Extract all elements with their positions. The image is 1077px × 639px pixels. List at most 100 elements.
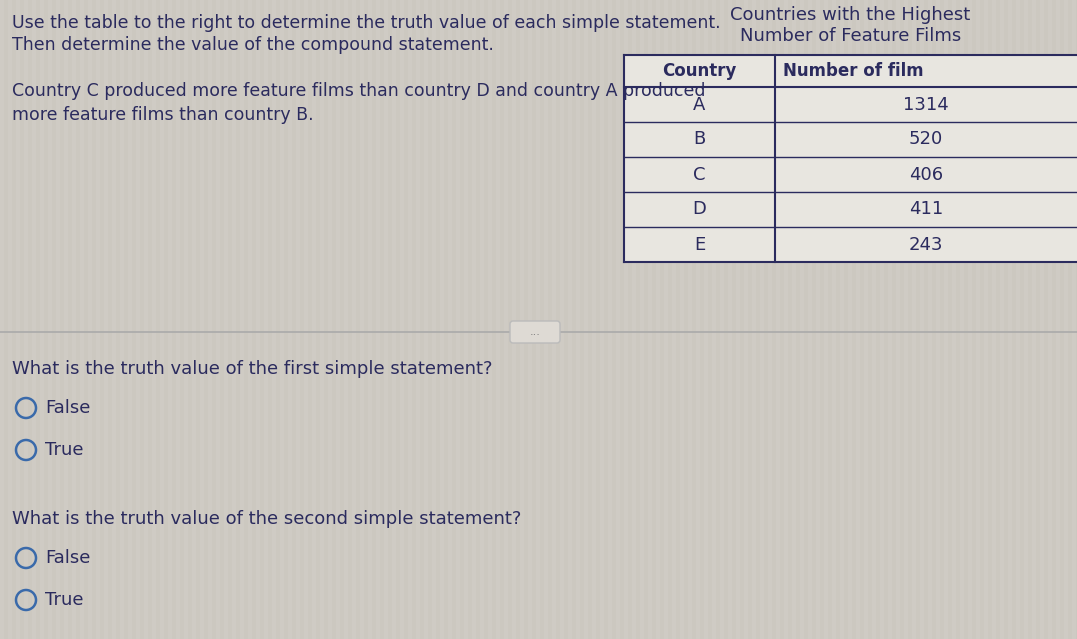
Bar: [728, 0, 732, 639]
Bar: [464, 0, 468, 639]
Bar: [216, 0, 220, 639]
Bar: [648, 0, 652, 639]
Bar: [256, 0, 260, 639]
Text: Then determine the value of the compound statement.: Then determine the value of the compound…: [12, 36, 494, 54]
Bar: [112, 0, 116, 639]
Bar: [656, 0, 660, 639]
Bar: [616, 0, 620, 639]
Bar: [32, 0, 36, 639]
Bar: [488, 0, 492, 639]
Bar: [992, 0, 996, 639]
Text: True: True: [45, 441, 84, 459]
Bar: [704, 0, 708, 639]
Bar: [280, 0, 284, 639]
Bar: [368, 0, 372, 639]
Bar: [56, 0, 60, 639]
Bar: [824, 0, 828, 639]
Bar: [504, 0, 508, 639]
Bar: [896, 0, 900, 639]
Bar: [456, 0, 460, 639]
Bar: [864, 0, 868, 639]
Bar: [688, 0, 693, 639]
Bar: [800, 0, 805, 639]
Bar: [1057, 0, 1060, 639]
Bar: [1032, 0, 1036, 639]
Bar: [880, 0, 884, 639]
Bar: [1024, 0, 1029, 639]
Bar: [432, 0, 436, 639]
Bar: [777, 0, 780, 639]
Bar: [104, 0, 108, 639]
Bar: [296, 0, 300, 639]
Bar: [72, 0, 76, 639]
Text: 1314: 1314: [904, 95, 949, 114]
Bar: [400, 0, 404, 639]
Bar: [152, 0, 156, 639]
Bar: [264, 0, 268, 639]
Bar: [736, 0, 740, 639]
Bar: [721, 0, 724, 639]
Text: What is the truth value of the first simple statement?: What is the truth value of the first sim…: [12, 360, 492, 378]
Bar: [472, 0, 476, 639]
Bar: [544, 0, 548, 639]
Bar: [1001, 0, 1004, 639]
Bar: [528, 0, 532, 639]
Bar: [176, 0, 180, 639]
Bar: [496, 0, 500, 639]
Bar: [1040, 0, 1044, 639]
Bar: [609, 0, 612, 639]
Bar: [144, 0, 148, 639]
Bar: [360, 0, 364, 639]
Bar: [200, 0, 204, 639]
Bar: [848, 0, 852, 639]
Bar: [320, 0, 324, 639]
Bar: [184, 0, 188, 639]
Text: B: B: [694, 130, 705, 148]
Bar: [536, 0, 540, 639]
Bar: [712, 0, 716, 639]
Bar: [96, 0, 100, 639]
FancyBboxPatch shape: [510, 321, 560, 343]
Bar: [376, 0, 380, 639]
Bar: [272, 0, 276, 639]
Text: What is the truth value of the second simple statement?: What is the truth value of the second si…: [12, 510, 521, 528]
Bar: [312, 0, 316, 639]
Bar: [288, 0, 292, 639]
Bar: [240, 0, 244, 639]
Bar: [584, 0, 588, 639]
Bar: [248, 0, 252, 639]
Bar: [80, 0, 84, 639]
Bar: [0, 0, 4, 639]
Bar: [440, 0, 444, 639]
Bar: [344, 0, 348, 639]
Text: False: False: [45, 549, 90, 567]
Text: 520: 520: [909, 130, 943, 148]
Bar: [480, 0, 484, 639]
Bar: [984, 0, 988, 639]
Text: 243: 243: [909, 236, 943, 254]
Bar: [416, 0, 420, 639]
Bar: [784, 0, 788, 639]
Bar: [16, 0, 20, 639]
Bar: [960, 0, 964, 639]
Bar: [408, 0, 412, 639]
Bar: [744, 0, 749, 639]
Text: Number of Feature Films: Number of Feature Films: [740, 27, 961, 45]
Text: Country: Country: [662, 62, 737, 80]
Bar: [904, 0, 908, 639]
Bar: [920, 0, 924, 639]
Bar: [600, 0, 604, 639]
Bar: [808, 0, 812, 639]
Text: Country C produced more feature films than country D and country A produced: Country C produced more feature films th…: [12, 82, 705, 100]
Text: C: C: [694, 166, 705, 183]
Bar: [384, 0, 388, 639]
Bar: [833, 0, 836, 639]
Text: E: E: [694, 236, 705, 254]
Bar: [912, 0, 917, 639]
Bar: [208, 0, 212, 639]
Bar: [936, 0, 940, 639]
Bar: [392, 0, 396, 639]
Text: 406: 406: [909, 166, 943, 183]
Bar: [640, 0, 644, 639]
Bar: [520, 0, 524, 639]
